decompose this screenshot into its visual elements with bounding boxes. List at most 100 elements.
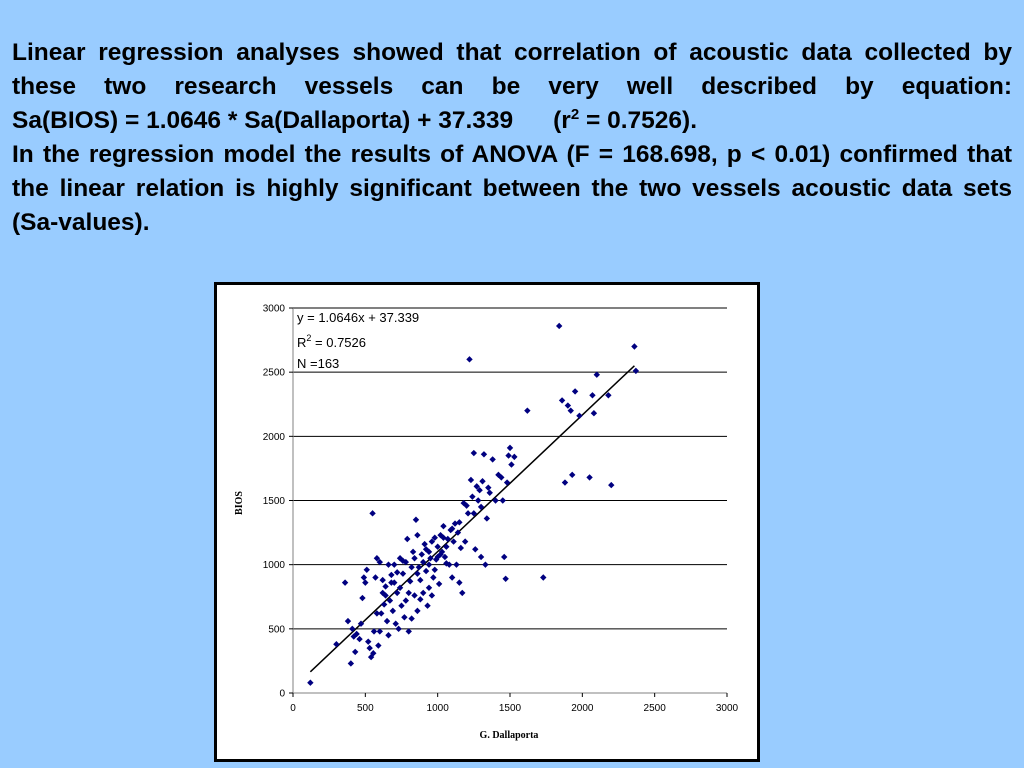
y-tick-label: 3000: [263, 304, 286, 315]
data-point: [459, 589, 466, 597]
data-point: [631, 343, 638, 350]
data-point: [385, 632, 392, 639]
data-point: [362, 579, 369, 586]
data-point: [405, 628, 412, 635]
r2-open: (r: [553, 107, 571, 134]
data-point: [457, 544, 465, 552]
data-point: [379, 576, 386, 584]
data-point: [456, 579, 463, 586]
x-axis-title: G. Dallaporta: [480, 730, 539, 741]
data-point: [469, 493, 476, 500]
y-tick-label: 1500: [263, 496, 286, 507]
data-point: [499, 497, 506, 504]
paragraph-anova: In the regression model the results of A…: [12, 141, 1012, 236]
data-point: [440, 522, 447, 530]
annotation-n: N =163: [297, 356, 339, 371]
data-point: [404, 535, 411, 543]
data-point: [489, 456, 496, 463]
data-point: [411, 592, 418, 599]
data-point: [378, 610, 385, 617]
r2-exponent: 2: [570, 106, 580, 123]
data-point: [399, 570, 407, 577]
data-point: [427, 555, 434, 562]
data-point: [470, 449, 478, 457]
data-point: [492, 497, 499, 504]
scatter-plot-svg: 0 500 1000 1500 2000 2500 3000 0 500 1000 1500 2000…: [234, 304, 739, 742]
data-point: [418, 551, 425, 558]
x-tick-label: 2500: [644, 703, 667, 714]
data-point: [398, 602, 405, 609]
data-point: [422, 567, 430, 575]
data-point: [502, 575, 509, 582]
x-tick-label: 1000: [427, 703, 450, 714]
annotation-r2: R2 = 0.7526: [297, 333, 366, 350]
data-point: [408, 615, 415, 622]
data-point: [344, 617, 352, 625]
y-tick-label: 0: [279, 689, 285, 700]
data-point: [434, 553, 441, 561]
data-point: [420, 558, 427, 566]
data-point: [376, 558, 383, 566]
data-point: [453, 561, 460, 568]
data-point: [405, 589, 412, 597]
data-point: [421, 540, 428, 548]
data-point: [430, 574, 437, 581]
data-point: [505, 452, 512, 459]
data-point: [476, 487, 483, 494]
data-point: [448, 574, 456, 581]
data-point: [395, 625, 402, 633]
data-point: [363, 566, 370, 573]
x-tick-label: 1500: [499, 703, 522, 714]
data-point: [632, 367, 640, 375]
data-point: [392, 620, 399, 627]
data-point: [464, 510, 472, 517]
data-point: [483, 515, 491, 522]
data-point: [365, 638, 372, 645]
data-point: [409, 548, 417, 556]
data-point: [380, 601, 388, 608]
data-point: [382, 592, 389, 599]
data-point: [561, 479, 569, 486]
data-point: [307, 679, 314, 686]
data-point: [360, 574, 368, 581]
data-point: [389, 607, 397, 615]
regression-equation: Sa(BIOS) = 1.0646 * Sa(Dallaporta) + 37.…: [12, 107, 514, 134]
data-point: [498, 474, 505, 481]
data-point: [503, 479, 511, 486]
paragraph-regression-intro: Linear regression analyses showed that c…: [12, 39, 1012, 100]
data-point: [388, 571, 395, 579]
data-point: [417, 596, 424, 603]
data-point: [383, 617, 391, 625]
annotation-equation: y = 1.0646x + 37.339: [297, 310, 419, 325]
data-point: [412, 516, 420, 523]
y-tick-label: 500: [268, 624, 285, 635]
y-tick-label: 2500: [263, 368, 286, 379]
data-point: [431, 566, 438, 573]
data-point: [466, 356, 473, 363]
x-tick-label: 500: [357, 703, 374, 714]
data-point: [571, 388, 579, 395]
data-point: [508, 461, 515, 468]
data-point: [402, 597, 410, 604]
data-point: [482, 561, 489, 568]
x-tick-label: 0: [290, 703, 296, 714]
trendline: [309, 365, 635, 673]
data-point: [440, 534, 447, 541]
data-point: [359, 594, 366, 602]
data-point: [472, 546, 479, 553]
data-point: [590, 410, 598, 417]
data-point: [485, 484, 492, 491]
data-point: [382, 583, 389, 590]
annotation-r2-prefix: R: [297, 335, 306, 350]
data-point: [558, 397, 566, 404]
data-point: [444, 535, 451, 543]
data-point: [608, 481, 615, 489]
data-point: [401, 614, 408, 621]
data-point: [420, 589, 427, 597]
data-point: [576, 412, 583, 419]
data-point: [406, 578, 414, 585]
x-tick-label: 2000: [571, 703, 594, 714]
data-point: [428, 592, 436, 599]
data-point: [441, 553, 449, 561]
data-point: [443, 543, 450, 550]
